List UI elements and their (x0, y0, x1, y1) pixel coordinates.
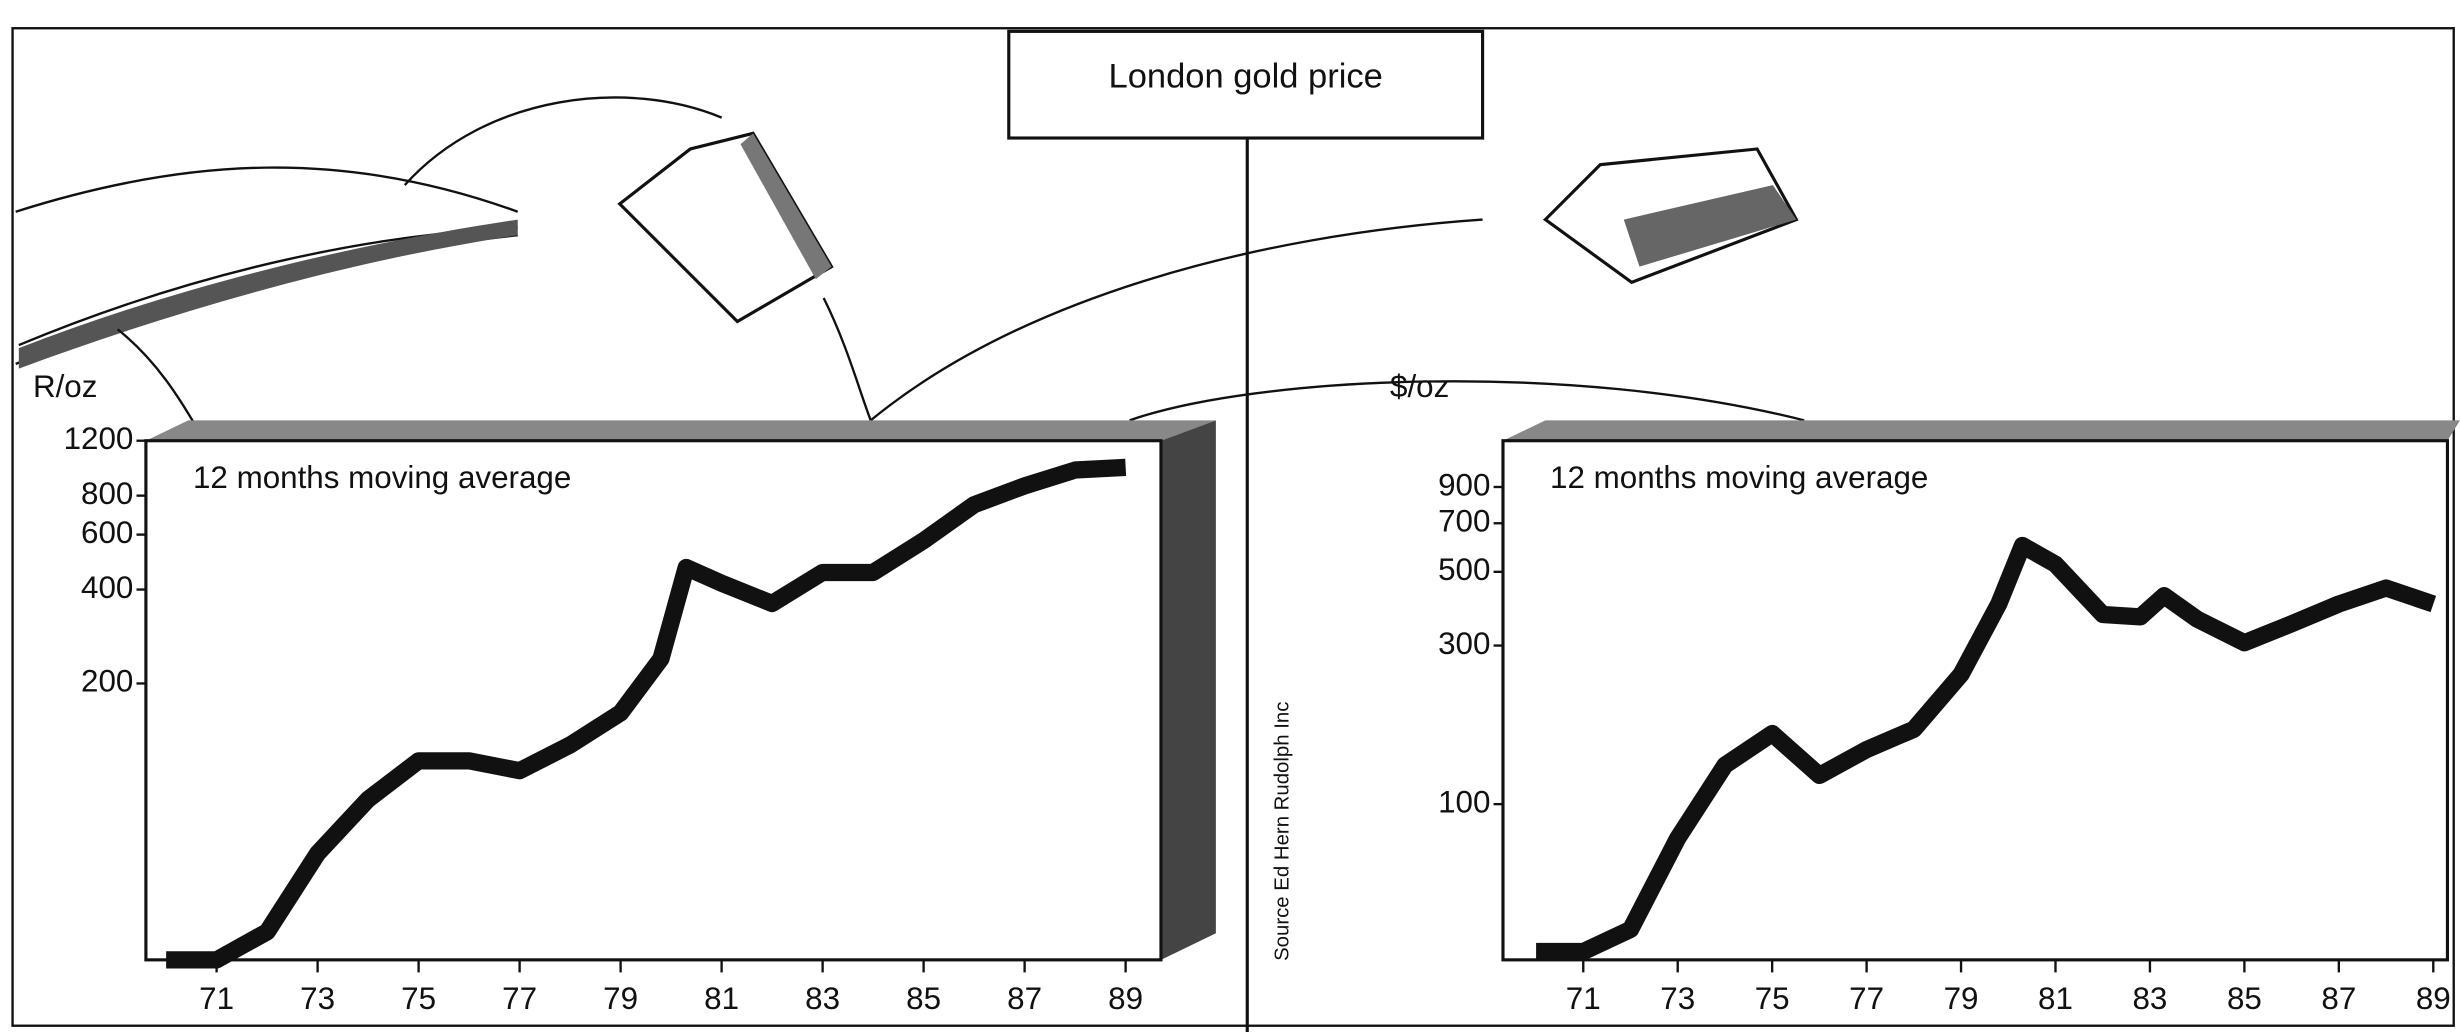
x-tick-label: 77 (502, 981, 537, 1016)
x-tick-label: 89 (2416, 981, 2451, 1016)
x-tick-label: 85 (906, 981, 941, 1016)
y-axis-label: $/oz (1390, 369, 1449, 404)
x-tick-label: 71 (199, 981, 234, 1016)
chart: London gold price Source Ed Hern Rudolph… (0, 0, 2460, 1032)
y-tick-label: 500 (1438, 552, 1490, 587)
annotation: 12 months moving average (1550, 460, 1928, 495)
y-tick-label: 1200 (64, 421, 134, 456)
y-tick-label: 300 (1438, 626, 1490, 661)
x-tick-label: 71 (1566, 981, 1601, 1016)
x-tick-label: 83 (2132, 981, 2167, 1016)
x-tick-label: 87 (1007, 981, 1042, 1016)
x-tick-label: 77 (1849, 981, 1884, 1016)
y-tick-label: 700 (1438, 504, 1490, 539)
x-tick-label: 73 (300, 981, 335, 1016)
source-note: Source Ed Hern Rudolph Inc (1272, 702, 1294, 961)
decor-band (19, 220, 518, 369)
y-tick-label: 800 (81, 476, 133, 511)
x-tick-label: 83 (805, 981, 840, 1016)
chart-title: London gold price (1109, 58, 1383, 96)
plot-area (1503, 441, 2447, 960)
y-tick-label: 600 (81, 515, 133, 550)
x-tick-label: 81 (704, 981, 739, 1016)
x-tick-label: 89 (1108, 981, 1143, 1016)
panel-top (1503, 420, 2460, 440)
panel-top (146, 420, 1216, 440)
page: {"title": "London gold price", "source":… (0, 0, 2460, 1032)
y-tick-label: 900 (1438, 467, 1490, 502)
y-axis-label: R/oz (33, 369, 97, 404)
x-tick-label: 79 (1944, 981, 1979, 1016)
x-tick-label: 85 (2227, 981, 2262, 1016)
y-tick-label: 100 (1438, 784, 1490, 819)
x-tick-label: 75 (401, 981, 436, 1016)
x-tick-label: 87 (2321, 981, 2356, 1016)
x-tick-label: 79 (603, 981, 638, 1016)
y-tick-label: 400 (81, 570, 133, 605)
panel-side (1161, 420, 1216, 960)
annotation: 12 months moving average (193, 460, 571, 495)
y-tick-label: 200 (81, 664, 133, 699)
x-tick-label: 81 (2038, 981, 2073, 1016)
x-tick-label: 73 (1660, 981, 1695, 1016)
x-tick-label: 75 (1755, 981, 1790, 1016)
